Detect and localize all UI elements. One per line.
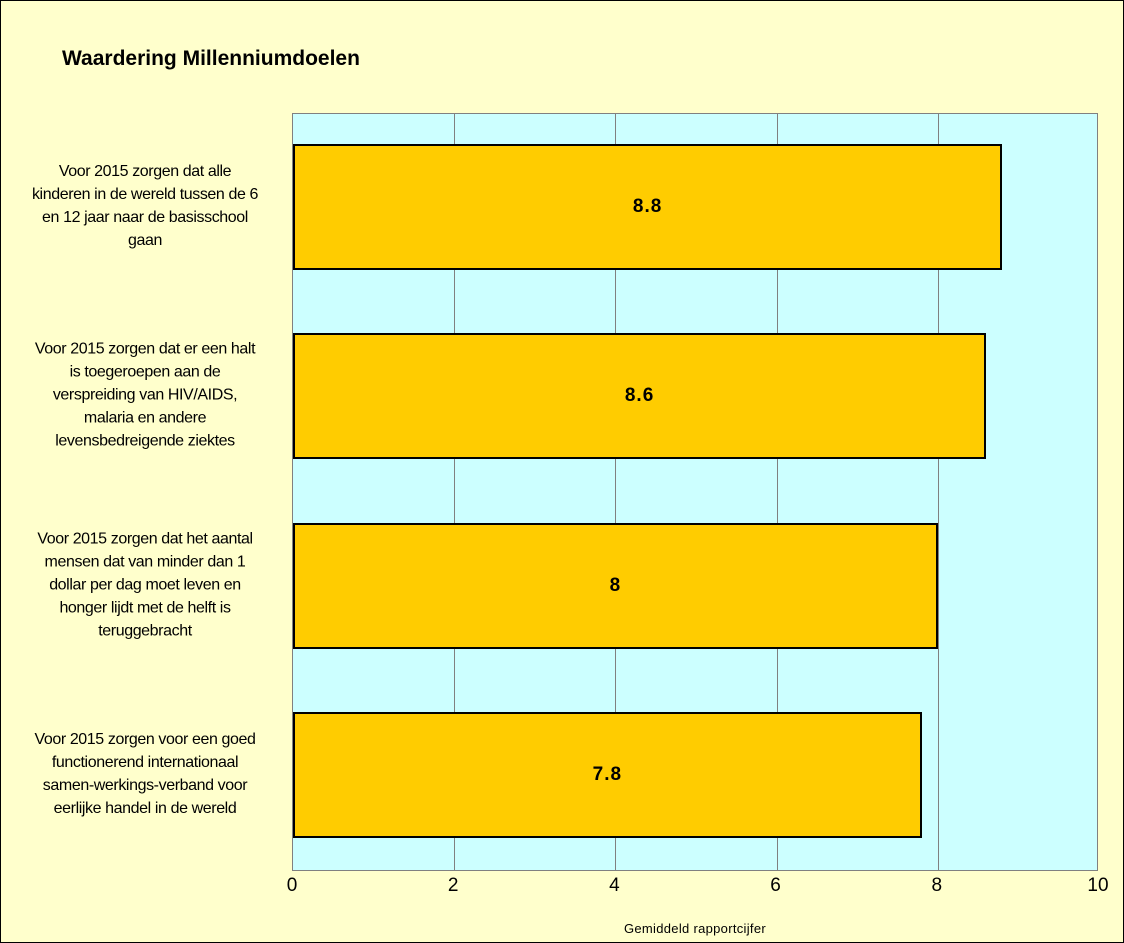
plot-area: 8.8 8.6 8 7.8 <box>292 113 1098 871</box>
category-label-line: Voor 2015 zorgen dat er een halt <box>34 340 256 358</box>
category-label-line: gaan <box>128 231 162 249</box>
x-tick-label: 6 <box>770 875 781 896</box>
bar-data-label: 8.6 <box>624 385 655 407</box>
gridline <box>937 114 939 870</box>
category-label-line: Voor 2015 zorgen dat alle <box>58 162 232 180</box>
category-label: Voor 2015 zorgen voor een goed functioner… <box>5 728 285 820</box>
x-tick-label: 2 <box>447 875 459 896</box>
category-label-line: levensbedreigende ziektes <box>55 432 235 450</box>
bar: 7.8 <box>293 712 922 839</box>
category-label-line: en 12 jaar naar de basisschool <box>42 208 248 226</box>
category-label-line: samen-werkings-verband voor <box>42 777 248 795</box>
x-tick-label: 0 <box>286 875 298 896</box>
category-label-line: teruggebracht <box>98 622 192 640</box>
category-label: Voor 2015 zorgen dat er een halt is toege… <box>5 338 285 453</box>
x-tick-label: 8 <box>931 875 943 896</box>
category-label-line: dollar per dag moet leven en <box>49 576 241 594</box>
category-label-line: mensen dat van minder dan 1 <box>44 553 246 571</box>
bar-data-label: 7.8 <box>592 764 623 786</box>
x-tick-label: 4 <box>609 875 620 896</box>
gridline <box>454 114 456 870</box>
x-axis-label: Gemiddeld rapportcijfer <box>623 921 767 936</box>
gridline <box>776 114 778 870</box>
bar-data-label: 8 <box>609 574 622 596</box>
category-label-line: is toegeroepen aan de <box>69 363 221 381</box>
bar: 8 <box>293 522 938 649</box>
category-label-line: eerlijke handel in de wereld <box>53 800 237 818</box>
category-label-line: Voor 2015 zorgen dat het aantal <box>37 530 253 548</box>
category-label-line: kinderen in de wereld tussen de 6 <box>31 185 259 203</box>
x-tick-label: 10 <box>1087 875 1109 896</box>
category-label: Voor 2015 zorgen dat het aantal mensen da… <box>5 527 285 642</box>
category-label: Voor 2015 zorgen dat alle kinderen in de … <box>5 160 285 252</box>
gridline <box>615 114 617 870</box>
bar-data-label: 8.8 <box>632 195 663 217</box>
category-label-line: Voor 2015 zorgen voor een goed <box>34 731 256 749</box>
bar: 8.8 <box>293 143 1003 270</box>
category-label-line: malaria en andere <box>83 409 207 427</box>
chart-title: Waardering Millenniumdoelen <box>62 47 360 70</box>
category-label-line: verspreiding van HIV/AIDS, <box>52 386 238 404</box>
category-label-line: functionerend internationaal <box>51 754 239 772</box>
bar: 8.6 <box>293 333 987 460</box>
category-label-line: honger lijdt met de helft is <box>59 599 231 617</box>
